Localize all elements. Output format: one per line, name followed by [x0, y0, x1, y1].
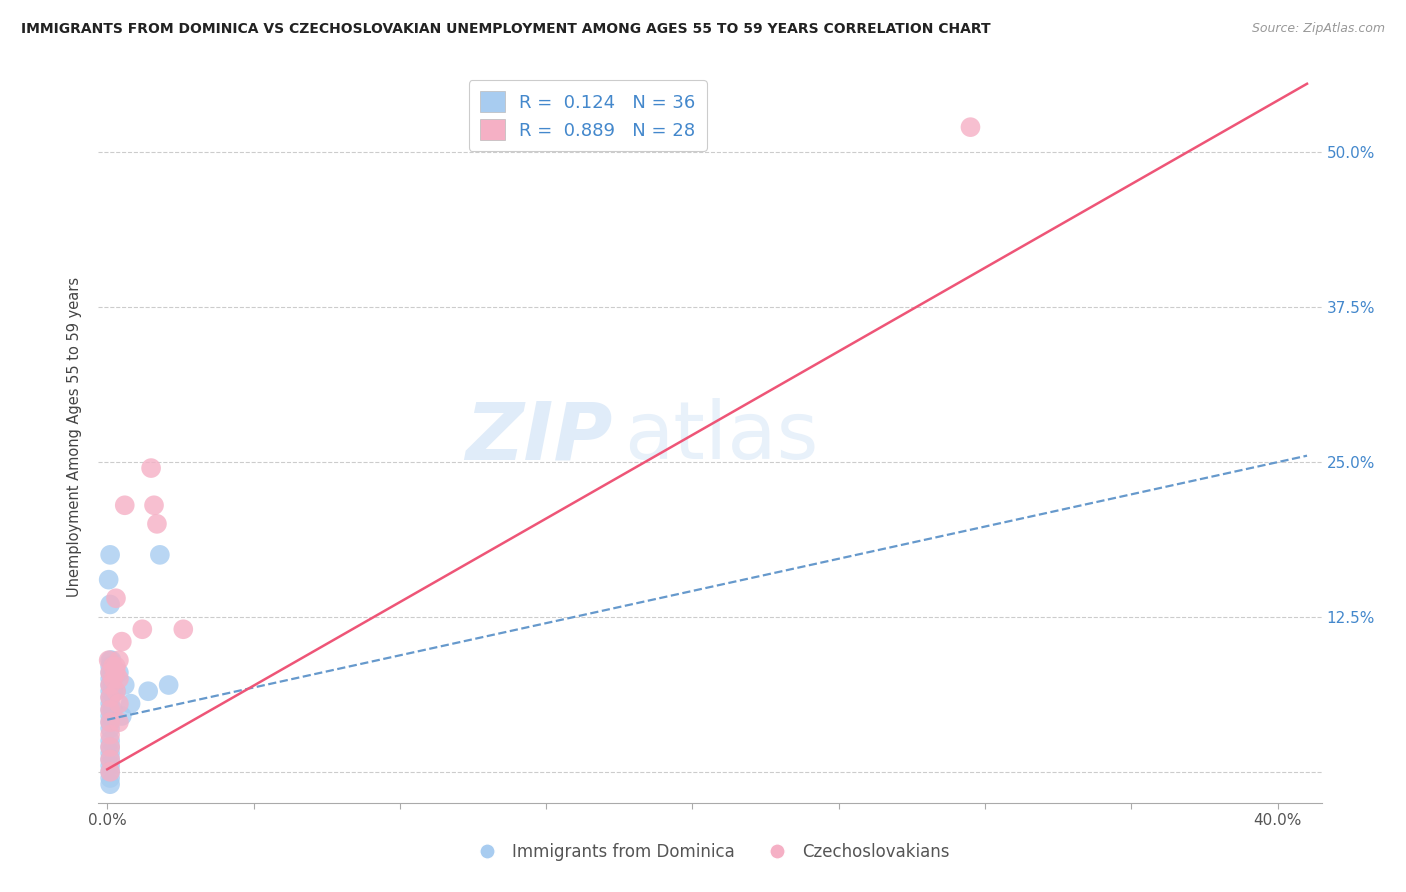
Text: Source: ZipAtlas.com: Source: ZipAtlas.com: [1251, 22, 1385, 36]
Point: [98, 758, 121, 772]
Point: [172, 622, 194, 636]
Point: [108, 715, 131, 730]
Point: [101, 672, 124, 686]
Point: [98, 728, 121, 742]
Point: [120, 697, 142, 711]
Point: [97, 653, 120, 667]
Point: [101, 672, 124, 686]
Point: [100, 653, 122, 667]
Point: [98, 734, 121, 748]
Point: [98, 672, 121, 686]
Y-axis label: Unemployment Among Ages 55 to 59 years: Unemployment Among Ages 55 to 59 years: [67, 277, 83, 597]
Point: [101, 703, 124, 717]
Point: [111, 709, 134, 723]
Point: [98, 665, 121, 680]
Point: [98, 690, 121, 705]
Point: [101, 659, 124, 673]
Point: [114, 678, 136, 692]
Point: [157, 678, 180, 692]
Point: [98, 684, 121, 698]
Point: [98, 659, 121, 673]
Text: IMMIGRANTS FROM DOMINICA VS CZECHOSLOVAKIAN UNEMPLOYMENT AMONG AGES 55 TO 59 YEA: IMMIGRANTS FROM DOMINICA VS CZECHOSLOVAK…: [21, 22, 991, 37]
Point: [104, 665, 127, 680]
Point: [101, 684, 124, 698]
Point: [97, 573, 120, 587]
Point: [98, 548, 121, 562]
Point: [131, 622, 153, 636]
Point: [98, 752, 121, 766]
Point: [98, 739, 121, 754]
Point: [104, 659, 127, 673]
Point: [139, 461, 162, 475]
Point: [108, 653, 131, 667]
Point: [136, 684, 159, 698]
Point: [98, 752, 121, 766]
Point: [98, 678, 121, 692]
Point: [98, 678, 121, 692]
Point: [98, 690, 121, 705]
Point: [98, 771, 121, 785]
Point: [98, 777, 121, 791]
Point: [98, 653, 121, 667]
Point: [98, 746, 121, 760]
Point: [98, 764, 121, 779]
Point: [146, 516, 169, 531]
Point: [959, 120, 981, 135]
Point: [104, 684, 127, 698]
Point: [98, 715, 121, 730]
Point: [98, 665, 121, 680]
Point: [104, 684, 127, 698]
Point: [98, 697, 121, 711]
Text: atlas: atlas: [624, 398, 818, 476]
Legend: Immigrants from Dominica, Czechoslovakians: Immigrants from Dominica, Czechoslovakia…: [464, 837, 956, 868]
Point: [111, 634, 134, 648]
Point: [143, 498, 166, 512]
Point: [108, 697, 131, 711]
Point: [98, 764, 121, 779]
Point: [149, 548, 172, 562]
Point: [114, 498, 136, 512]
Text: ZIP: ZIP: [465, 398, 612, 476]
Point: [104, 591, 127, 606]
Point: [98, 598, 121, 612]
Point: [98, 703, 121, 717]
Point: [98, 709, 121, 723]
Point: [108, 665, 131, 680]
Point: [98, 722, 121, 736]
Point: [103, 665, 125, 680]
Point: [98, 715, 121, 730]
Point: [108, 672, 131, 686]
Point: [98, 703, 121, 717]
Point: [98, 739, 121, 754]
